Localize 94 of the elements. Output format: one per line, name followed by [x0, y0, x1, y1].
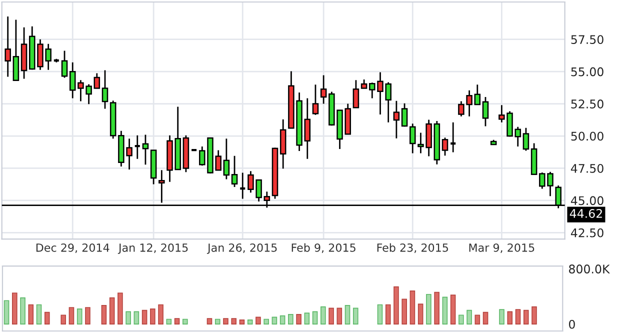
bar — [394, 286, 399, 325]
bar — [20, 297, 26, 325]
candlestick — [482, 96, 489, 127]
bar — [264, 318, 269, 325]
candlestick — [94, 72, 100, 89]
bar — [76, 308, 82, 325]
candlestick — [12, 19, 20, 82]
bar — [532, 306, 537, 325]
bar — [85, 307, 90, 325]
bar — [4, 300, 10, 325]
bar — [174, 318, 180, 325]
y-tick-label: 47.50 — [570, 164, 604, 173]
bar — [458, 314, 464, 325]
ref-line-label: 44.62 — [570, 209, 602, 218]
candlestick — [320, 74, 327, 104]
candlestick — [142, 134, 149, 166]
x-tick-label: Dec 29, 2014 — [36, 243, 110, 253]
x-tick-label: Mar 9, 2015 — [469, 243, 534, 253]
bar — [101, 305, 107, 325]
y-tick-label: 42.50 — [570, 228, 604, 238]
bar — [296, 314, 302, 325]
bar — [280, 315, 286, 325]
bar — [118, 292, 123, 325]
bar — [247, 320, 253, 325]
bar — [44, 312, 50, 325]
bar — [482, 312, 488, 325]
bar — [450, 294, 456, 325]
candlestick — [69, 62, 76, 99]
bar — [288, 314, 294, 325]
bar — [272, 316, 278, 325]
y-tick-label: 50.00 — [571, 132, 604, 141]
bar — [28, 304, 34, 325]
x-tick-label: Jan 12, 2015 — [118, 243, 188, 254]
bar — [515, 309, 521, 325]
candlestick — [223, 138, 230, 180]
bar — [507, 311, 513, 325]
candlestick — [231, 155, 238, 188]
bar — [166, 318, 172, 325]
bar — [134, 311, 140, 325]
bar — [402, 298, 407, 325]
bar — [352, 308, 358, 325]
bar — [239, 320, 245, 325]
candlestick — [312, 84, 319, 116]
x-tick-label: Feb 9, 2015 — [292, 243, 356, 253]
candlestick — [352, 79, 360, 108]
candlestick — [102, 70, 108, 110]
bar — [36, 304, 42, 325]
y-tick-label: 57.50 — [571, 35, 604, 44]
bar — [466, 310, 472, 325]
candlestick — [409, 122, 416, 154]
bar — [256, 316, 261, 325]
candlestick — [442, 136, 448, 156]
candlestick — [474, 84, 481, 106]
candlestick — [393, 100, 400, 140]
bar — [474, 314, 480, 325]
candlestick — [401, 102, 408, 128]
bar — [336, 308, 342, 325]
bar — [377, 304, 383, 325]
bar — [142, 310, 148, 325]
y-tick-label: 45.00 — [570, 196, 604, 206]
candlestick — [61, 50, 68, 78]
bar — [68, 307, 74, 325]
bar — [12, 292, 18, 325]
bar — [304, 312, 310, 325]
bar — [312, 311, 318, 325]
bar — [418, 304, 424, 325]
bar — [60, 314, 66, 325]
bar — [223, 318, 228, 325]
bar — [109, 297, 115, 325]
bar — [328, 308, 334, 325]
y-tick-label: 0 — [568, 320, 575, 329]
bar — [231, 318, 237, 325]
bar — [523, 310, 529, 325]
bar — [214, 318, 220, 325]
bar — [442, 296, 448, 325]
bar — [499, 309, 504, 325]
bar — [158, 304, 164, 325]
bar — [320, 306, 326, 325]
bar — [206, 318, 212, 325]
x-tick-label: Feb 23, 2015 — [377, 243, 448, 253]
bar — [182, 318, 188, 325]
bar — [426, 294, 432, 325]
candlestick — [4, 16, 11, 78]
x-tick-label: Jan 26, 2015 — [206, 243, 277, 254]
bar — [150, 308, 156, 325]
y-tick-label: 800.0K — [569, 264, 610, 274]
bar — [434, 292, 440, 325]
y-tick-label: 55.00 — [571, 67, 604, 76]
bar — [344, 305, 350, 325]
y-tick-label: 52.50 — [571, 100, 604, 108]
bar — [126, 311, 131, 325]
candlestick — [522, 127, 530, 152]
bar — [410, 290, 416, 325]
bar — [385, 304, 391, 325]
